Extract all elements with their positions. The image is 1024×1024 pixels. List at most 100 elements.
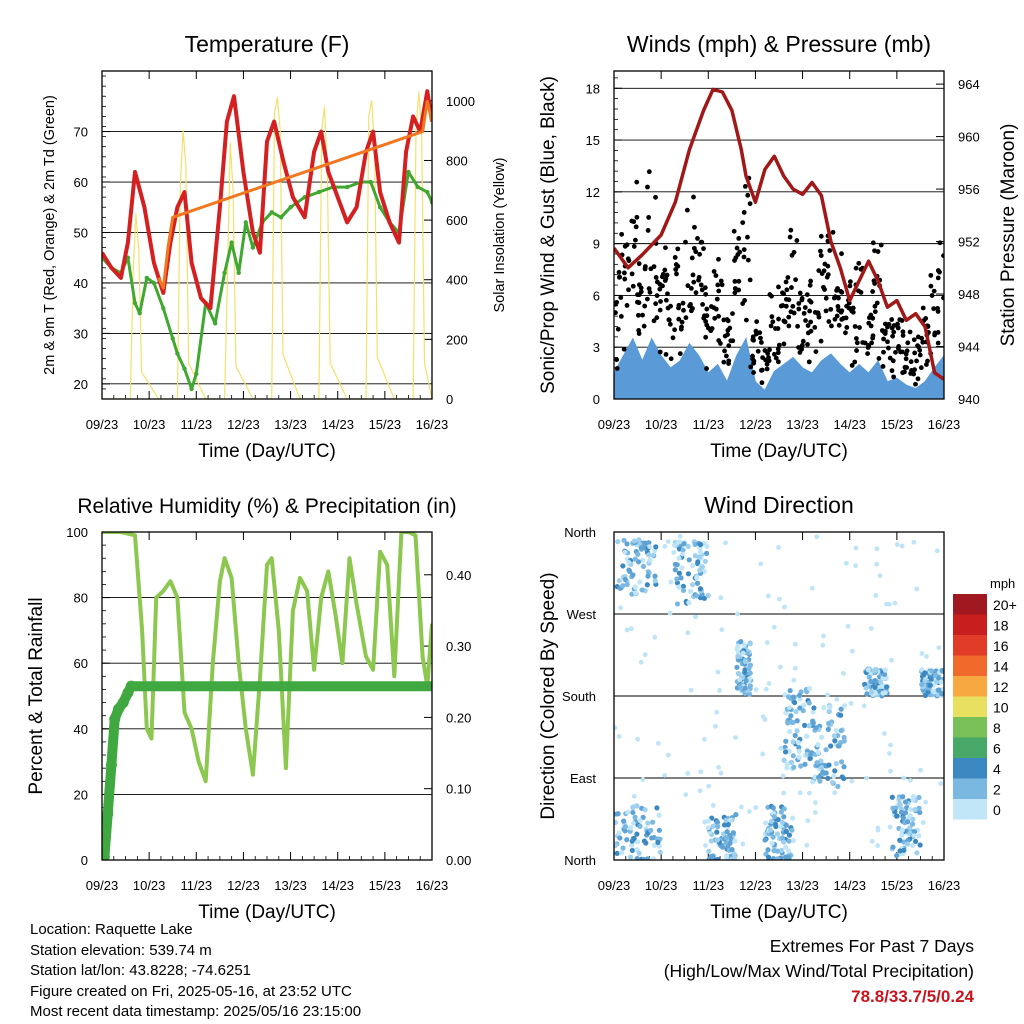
winds-gust-point	[850, 309, 856, 315]
direction-direction-point	[911, 829, 918, 835]
winds-ytick-label: 6	[593, 288, 600, 303]
winds-gust-point	[719, 282, 725, 288]
direction-title: Wind Direction	[704, 492, 854, 518]
direction-panel: Wind Direction Time (Day/UTC) Direction (C…	[538, 492, 1017, 923]
winds-gust-point	[853, 336, 859, 341]
direction-legend-label: 6	[993, 741, 1001, 757]
winds-gust-point	[803, 318, 808, 323]
winds-gust-point	[835, 304, 841, 309]
direction-direction-point	[825, 692, 831, 698]
winds-gust-point	[912, 350, 918, 356]
direction-direction-point	[888, 742, 893, 748]
direction-direction-point	[708, 838, 714, 844]
winds-gust-point	[659, 274, 665, 280]
winds-gust-point	[759, 380, 765, 386]
winds-gust-point	[663, 245, 668, 251]
winds-gust-point	[713, 273, 719, 279]
direction-direction-point	[806, 723, 812, 729]
station-location: Location: Raquette Lake	[30, 921, 193, 938]
direction-direction-point	[637, 817, 643, 824]
winds-gust-point	[636, 328, 642, 333]
direction-direction-point	[938, 781, 944, 786]
direction-direction-point	[616, 830, 622, 836]
direction-direction-point	[880, 675, 886, 681]
winds-gust-point	[633, 237, 638, 243]
winds-gust-point	[644, 296, 650, 302]
direction-direction-point	[907, 813, 913, 819]
humidity-ytick-label: 40	[74, 722, 88, 737]
direction-direction-point	[781, 839, 787, 845]
direction-xtick-label: 13/23	[786, 878, 819, 893]
direction-direction-point	[901, 847, 907, 853]
direction-direction-point	[764, 640, 770, 645]
winds-gust-point	[854, 340, 860, 346]
temperature-dewpoint-point	[137, 311, 142, 316]
station-elevation: Station elevation: 539.74 m	[30, 941, 212, 959]
temperature-dewpoint-point	[212, 321, 218, 326]
direction-direction-point	[702, 736, 707, 742]
direction-direction-point	[624, 541, 630, 547]
winds-gust-point	[688, 308, 694, 314]
extremes-block: Extremes For Past 7 Days (High/Low/Max W…	[664, 934, 974, 1009]
winds-gust-point	[636, 300, 642, 306]
direction-direction-point	[790, 739, 796, 745]
direction-direction-point	[676, 584, 682, 590]
direction-direction-point	[899, 827, 905, 834]
temperature-dewpoint-point	[161, 305, 166, 311]
winds-gust-point	[830, 229, 836, 235]
winds-gust-point	[615, 326, 621, 332]
winds-gust-point	[928, 272, 934, 278]
winds-gust-point	[915, 343, 920, 349]
direction-direction-point	[631, 820, 636, 826]
winds-gust-point	[702, 285, 708, 291]
humidity-precip-point	[102, 851, 110, 860]
winds-gust-point	[889, 317, 895, 322]
direction-direction-point	[716, 765, 721, 770]
direction-legend-label: 12	[993, 679, 1009, 695]
direction-direction-point	[725, 821, 731, 828]
winds-gust-point	[741, 254, 747, 260]
winds-gust-point	[805, 323, 811, 328]
winds-gust-point	[754, 319, 760, 325]
direction-direction-point	[831, 733, 837, 739]
direction-direction-point	[814, 534, 820, 540]
direction-direction-point	[714, 829, 720, 835]
direction-xlabel: Time (Day/UTC)	[710, 902, 848, 923]
direction-legend-swatch	[953, 717, 987, 738]
winds-gust-point	[805, 330, 811, 336]
direction-legend-swatch	[953, 696, 987, 717]
direction-direction-point	[770, 834, 776, 840]
direction-direction-point	[634, 803, 640, 809]
winds-gust-point	[672, 327, 678, 333]
direction-direction-point	[710, 823, 716, 829]
winds-gust-point	[839, 251, 844, 257]
winds-gust-point	[847, 283, 853, 289]
winds-gust-point	[881, 336, 887, 342]
direction-direction-point	[762, 837, 768, 843]
direction-direction-point	[804, 842, 810, 848]
winds-gust-point	[795, 323, 800, 329]
direction-direction-point	[642, 807, 648, 813]
winds-gust-point	[790, 303, 796, 309]
winds-gust-point	[629, 271, 635, 277]
direction-direction-point	[737, 677, 743, 683]
direction-direction-point	[910, 816, 916, 822]
winds-gust-point	[800, 338, 806, 344]
direction-direction-point	[775, 816, 781, 823]
direction-direction-point	[901, 839, 907, 845]
direction-direction-point	[886, 601, 892, 607]
direction-direction-point	[794, 718, 800, 724]
direction-direction-point	[736, 670, 742, 677]
direction-direction-point	[888, 768, 893, 774]
direction-direction-point	[810, 709, 816, 715]
direction-direction-point	[715, 823, 721, 830]
direction-direction-point	[635, 551, 641, 557]
direction-direction-point	[637, 823, 643, 829]
winds-y2tick-label: 964	[958, 77, 980, 92]
direction-direction-point	[617, 835, 623, 841]
winds-gust-point	[902, 369, 907, 375]
winds-gust-point	[662, 267, 668, 273]
winds-gust-point	[783, 279, 789, 285]
direction-direction-point	[932, 672, 938, 678]
direction-direction-point	[766, 681, 772, 687]
